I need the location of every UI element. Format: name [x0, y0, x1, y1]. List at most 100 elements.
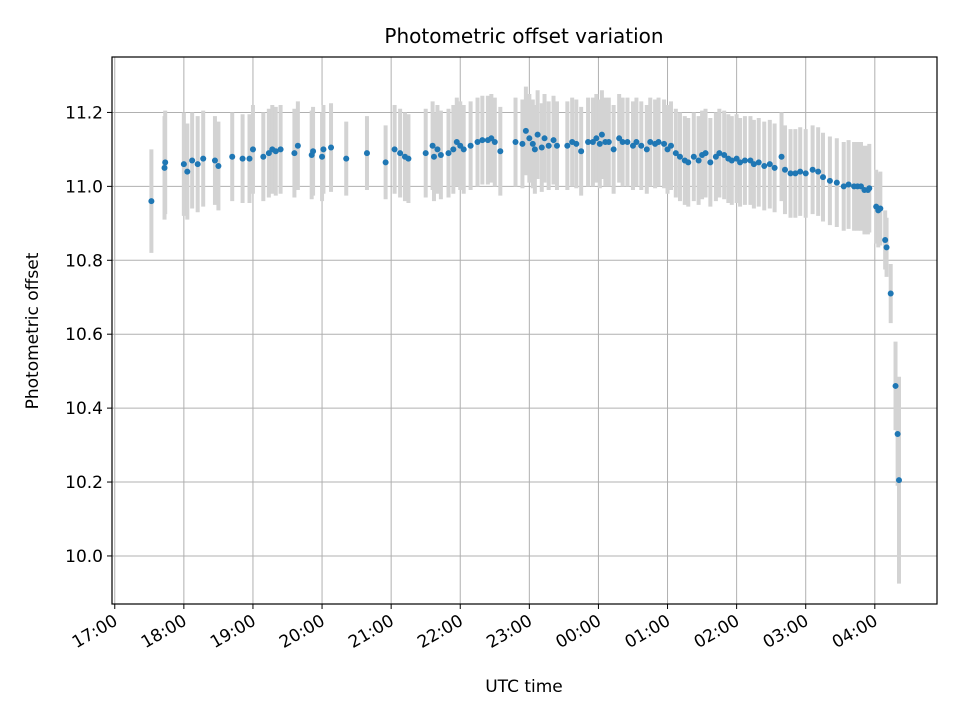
data-point — [550, 137, 557, 144]
error-bars — [149, 86, 901, 584]
data-point — [437, 151, 444, 158]
data-point — [522, 127, 529, 134]
data-point — [194, 161, 201, 168]
data-point — [685, 159, 692, 166]
data-point — [877, 205, 884, 212]
data-point — [422, 150, 429, 157]
data-point — [272, 148, 279, 155]
y-tick-label: 10.6 — [65, 325, 103, 345]
data-point — [328, 144, 335, 151]
data-point — [319, 153, 326, 160]
plot-frame — [111, 56, 938, 605]
data-point — [647, 139, 654, 146]
data-point — [519, 140, 526, 147]
data-point — [866, 185, 873, 192]
data-point — [382, 159, 389, 166]
data-point — [840, 183, 847, 190]
data-point — [541, 135, 548, 142]
data-points — [148, 127, 902, 484]
data-point — [624, 139, 631, 146]
data-point — [430, 153, 437, 160]
data-point — [766, 161, 773, 168]
data-point — [771, 164, 778, 171]
y-axis-label: Photometric offset — [23, 252, 43, 409]
data-point — [728, 157, 735, 164]
data-point — [553, 142, 560, 149]
data-point — [291, 150, 298, 157]
data-point — [895, 477, 902, 484]
data-point — [707, 159, 714, 166]
chart-title: Photometric offset variation — [384, 24, 663, 48]
data-point — [716, 150, 723, 157]
data-point — [826, 177, 833, 184]
y-axis: 10.0 10.2 10.4 10.6 10.8 11.0 11.2 — [65, 103, 112, 567]
x-tick-label: 23:00 — [483, 611, 535, 653]
data-point — [737, 159, 744, 166]
y-tick-label: 10.0 — [65, 547, 103, 567]
data-point — [460, 146, 467, 153]
data-point — [148, 198, 155, 205]
data-point — [397, 150, 404, 157]
data-point — [702, 150, 709, 157]
data-point — [343, 155, 350, 162]
data-point — [833, 179, 840, 186]
data-point — [661, 140, 668, 147]
data-point — [497, 148, 504, 155]
data-point — [815, 168, 822, 175]
data-point — [467, 142, 474, 149]
data-point — [883, 244, 890, 251]
data-point — [512, 139, 519, 146]
data-point — [429, 142, 436, 149]
data-point — [215, 163, 222, 170]
data-point — [249, 146, 256, 153]
data-point — [534, 131, 541, 138]
data-point — [667, 142, 674, 149]
data-point — [643, 146, 650, 153]
data-point — [596, 140, 603, 147]
data-point — [593, 135, 600, 142]
data-point — [363, 150, 370, 157]
x-tick-label: 19:00 — [207, 611, 259, 653]
x-tick-label: 22:00 — [414, 611, 466, 653]
data-point — [755, 159, 762, 166]
data-point — [180, 161, 187, 168]
data-point — [809, 166, 816, 173]
x-tick-label: 02:00 — [691, 611, 743, 653]
data-point — [892, 382, 899, 389]
data-point — [260, 153, 267, 160]
data-point — [474, 139, 481, 146]
data-point — [434, 146, 441, 153]
data-point — [741, 157, 748, 164]
data-point — [797, 168, 804, 175]
data-point — [189, 157, 196, 164]
data-point — [239, 155, 246, 162]
data-point — [161, 164, 168, 171]
data-point — [887, 290, 894, 297]
data-point — [655, 139, 662, 146]
data-point — [405, 155, 412, 162]
data-point — [545, 142, 552, 149]
x-tick-label: 20:00 — [276, 611, 328, 653]
data-point — [610, 146, 617, 153]
data-point — [310, 148, 317, 155]
data-point — [633, 139, 640, 146]
data-point — [578, 148, 585, 155]
x-tick-label: 00:00 — [552, 611, 604, 653]
data-point — [564, 142, 571, 149]
data-point — [598, 131, 605, 138]
data-point — [845, 181, 852, 188]
data-point — [585, 139, 592, 146]
data-point — [294, 142, 301, 149]
data-point — [792, 170, 799, 177]
x-tick-label: 21:00 — [345, 611, 397, 653]
y-tick-label: 10.2 — [65, 473, 103, 493]
data-point — [695, 157, 702, 164]
data-point — [802, 170, 809, 177]
data-point — [529, 140, 536, 147]
data-point — [479, 137, 486, 144]
data-point — [391, 146, 398, 153]
data-point — [162, 159, 169, 166]
data-point — [750, 161, 757, 168]
data-point — [787, 170, 794, 177]
data-point — [619, 139, 626, 146]
